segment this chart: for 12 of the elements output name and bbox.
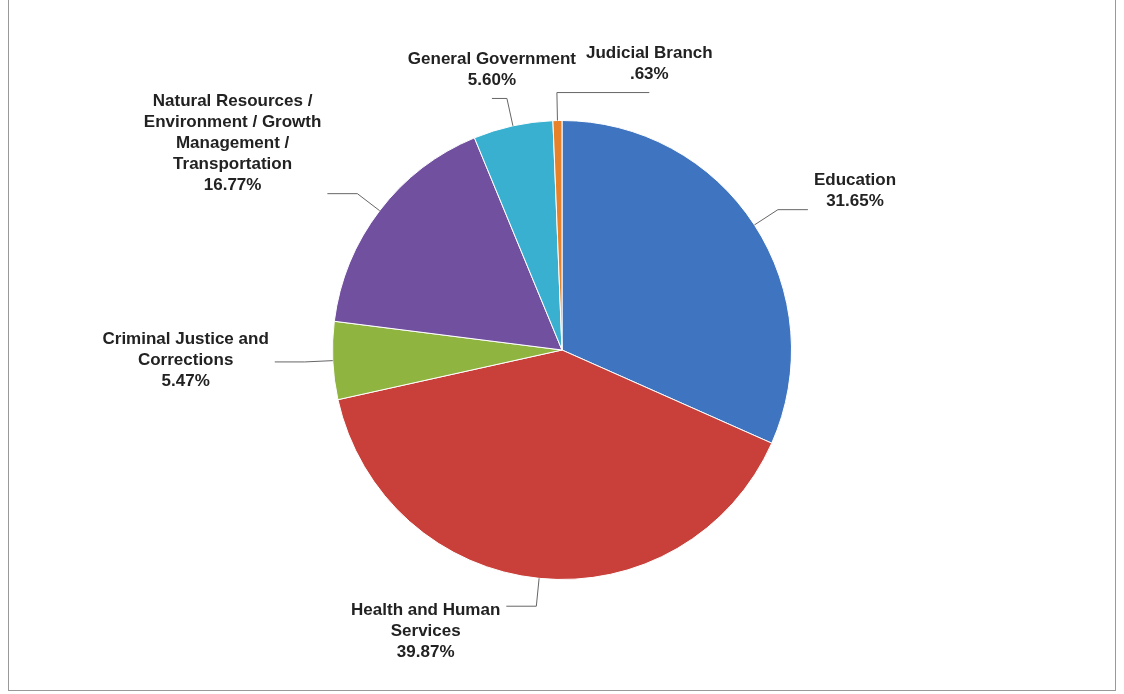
slice-label: Criminal Justice and Corrections xyxy=(102,328,269,369)
data-label: 5.60% xyxy=(467,69,517,89)
data-label: .63% xyxy=(629,63,669,83)
slice-label: Judicial Branch xyxy=(586,42,713,62)
slice-label: Education xyxy=(813,169,897,189)
slice-label: General Government xyxy=(407,48,577,68)
slice-label: Health and Human Services xyxy=(351,600,501,641)
slice-label: Natural Resources / Environment / Growth Management / Transportation xyxy=(143,90,322,173)
data-label: 5.47% xyxy=(161,370,210,390)
data-label: 31.65% xyxy=(826,190,884,210)
data-label: 39.87% xyxy=(396,642,455,662)
data-label: 16.77% xyxy=(203,174,262,194)
